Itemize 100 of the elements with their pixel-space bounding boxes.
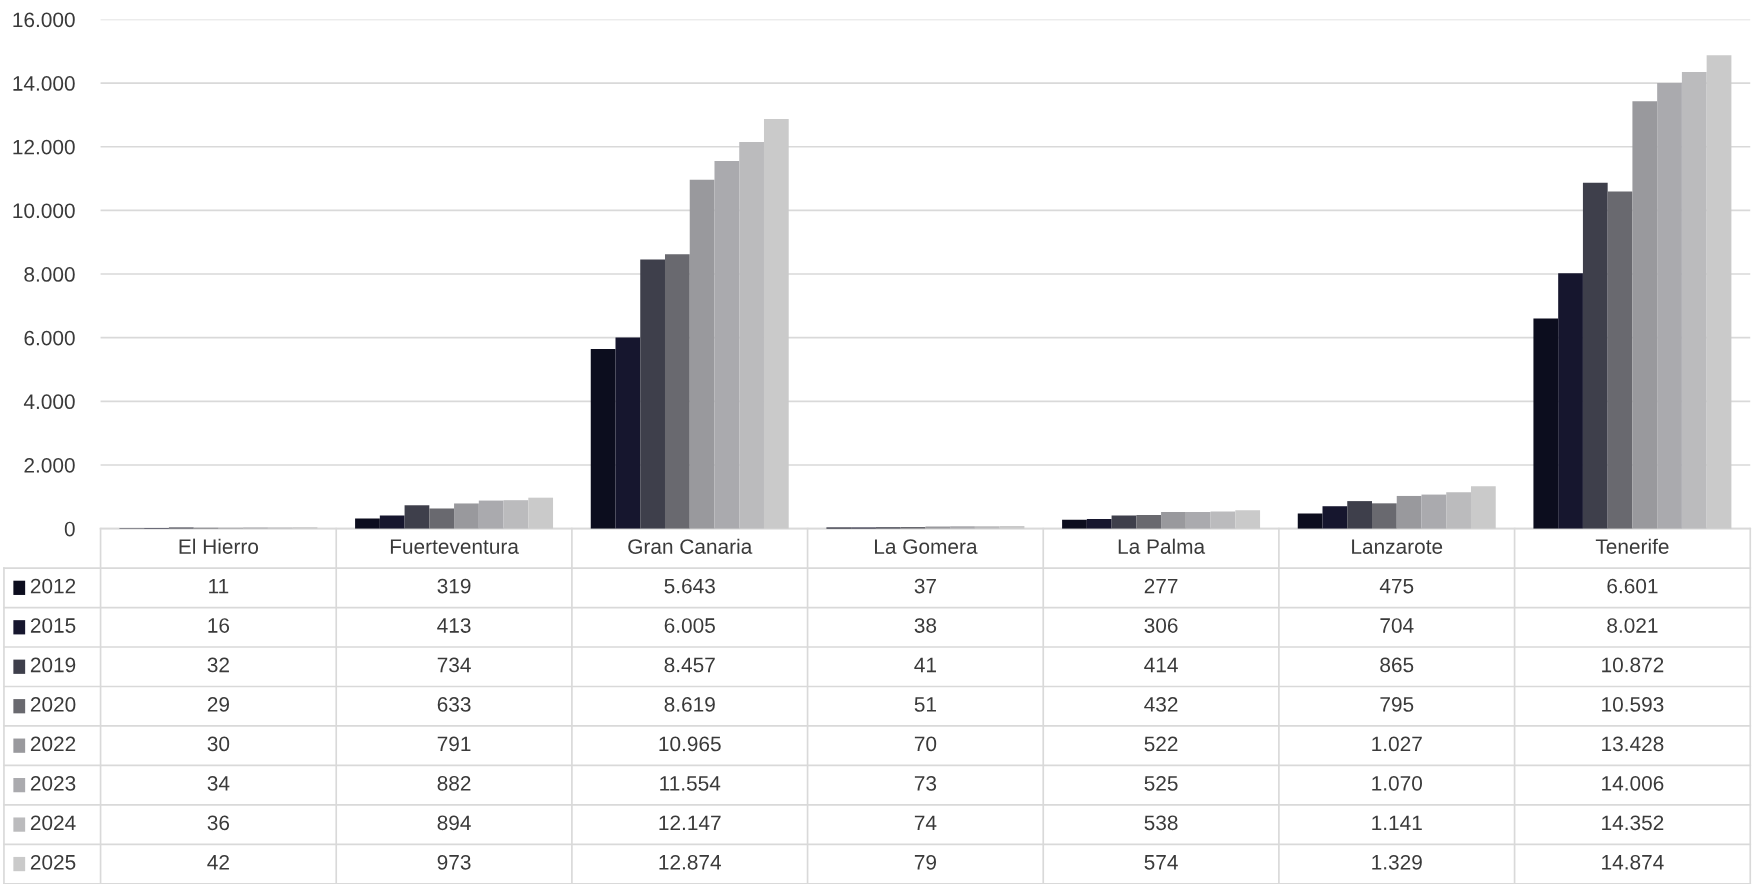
data-label: 1.329	[1372, 854, 1422, 870]
bar	[1322, 506, 1348, 529]
legend-label: 2023	[30, 775, 76, 791]
data-label: 11	[209, 578, 229, 594]
y-tick-label: 16.000	[13, 12, 75, 28]
bar	[1396, 495, 1422, 529]
data-label: 973	[437, 854, 471, 870]
data-label: 12.147	[659, 815, 721, 830]
data-label: 74	[914, 815, 937, 830]
bar	[355, 518, 380, 529]
data-label: 277	[1144, 578, 1178, 594]
bar	[664, 254, 690, 529]
y-tick-label: 4.000	[23, 394, 75, 410]
data-label: 1.070	[1372, 775, 1422, 791]
y-tick-label: 2.000	[24, 457, 75, 473]
x-tick-label: La Gomera	[875, 539, 978, 554]
data-label: 38	[914, 618, 937, 633]
data-label: 14.352	[1602, 815, 1664, 831]
data-label: 10.593	[1602, 697, 1664, 712]
data-label: 13.428	[1602, 736, 1664, 752]
bar	[1210, 511, 1236, 529]
data-label: 70	[914, 736, 937, 752]
data-label: 6.005	[664, 618, 715, 633]
bar	[1185, 511, 1211, 529]
bar	[379, 515, 405, 529]
data-label: 8.619	[664, 697, 715, 712]
y-tick-label: 14.000	[13, 76, 75, 91]
data-label: 12.874	[659, 854, 721, 870]
data-label: 894	[437, 815, 471, 831]
data-label: 633	[437, 697, 471, 712]
bar	[478, 500, 504, 529]
data-label: 42	[207, 854, 229, 870]
bar	[590, 349, 616, 529]
bar	[689, 179, 715, 529]
y-tick-label: 6.000	[24, 330, 75, 346]
bar	[503, 500, 529, 529]
bar	[925, 526, 951, 529]
bar	[1582, 182, 1608, 529]
x-tick-label: Lanzarote	[1352, 539, 1443, 554]
data-label: 1.027	[1372, 736, 1422, 752]
bar	[763, 118, 789, 529]
bar	[1136, 514, 1162, 529]
legend-label: 2022	[30, 736, 76, 752]
legend-label: 2019	[30, 657, 76, 673]
data-label: 41	[914, 657, 936, 673]
legend-label: 2025	[30, 854, 76, 870]
data-label: 306	[1144, 618, 1178, 633]
data-label: 525	[1144, 775, 1178, 791]
x-tick-label: La Palma	[1118, 538, 1206, 554]
bar	[1372, 503, 1397, 529]
data-label: 34	[207, 775, 230, 791]
data-label: 734	[437, 657, 471, 673]
bar	[615, 337, 641, 529]
bar	[1347, 501, 1372, 529]
bar	[640, 259, 665, 529]
bar	[714, 160, 740, 529]
y-tick-label: 0	[64, 521, 75, 537]
y-tick-label: 8.000	[24, 267, 75, 282]
data-label: 14.006	[1602, 775, 1664, 791]
bar	[1607, 191, 1633, 529]
data-label: 432	[1144, 697, 1178, 712]
bar	[1706, 55, 1732, 529]
data-label: 522	[1144, 736, 1178, 752]
bar	[1111, 515, 1137, 529]
bar	[1657, 82, 1682, 529]
data-label: 30	[207, 736, 230, 752]
bar	[429, 508, 455, 529]
bar	[404, 505, 430, 529]
y-tick-label: 12.000	[13, 139, 75, 155]
y-tick-label: 10.000	[13, 203, 75, 219]
bar	[1421, 494, 1447, 529]
bar	[1161, 512, 1186, 529]
bar	[1235, 510, 1261, 529]
data-label: 51	[914, 697, 936, 712]
data-label: 1.141	[1372, 815, 1422, 830]
bar	[528, 497, 554, 529]
data-label: 36	[207, 815, 230, 831]
x-tick-label: El Hierro	[179, 538, 259, 554]
x-tick-label: Gran Canaria	[628, 538, 753, 554]
bar	[739, 142, 764, 529]
data-label: 413	[437, 618, 471, 633]
data-label: 73	[914, 775, 937, 791]
data-label: 704	[1380, 618, 1414, 633]
data-label: 791	[437, 736, 471, 752]
legend-label: 2015	[30, 618, 76, 633]
data-label: 538	[1144, 815, 1178, 831]
data-label: 10.965	[659, 736, 721, 752]
data-label: 475	[1379, 578, 1414, 594]
data-label: 14.874	[1602, 854, 1664, 870]
data-label: 865	[1380, 657, 1414, 673]
data-label: 16	[208, 618, 230, 633]
bar	[1681, 71, 1707, 529]
data-label: 6.601	[1607, 578, 1658, 594]
data-label: 882	[437, 775, 471, 791]
data-label: 8.457	[664, 657, 715, 673]
legend-label: 2020	[30, 697, 76, 712]
bar	[454, 503, 479, 529]
data-label: 79	[914, 854, 937, 870]
data-label: 574	[1144, 855, 1178, 870]
x-tick-label: Tenerife	[1595, 538, 1669, 554]
